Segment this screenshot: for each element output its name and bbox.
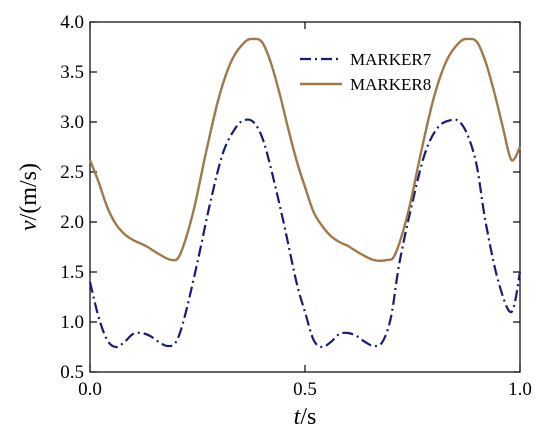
legend-label-marker7: MARKER7 — [350, 50, 432, 69]
y-tick-label: 2.5 — [60, 162, 84, 183]
y-tick-label: 4.0 — [60, 12, 84, 33]
x-axis: 0.0 0.5 1.0 — [78, 22, 532, 400]
series-line-marker8 — [88, 37, 522, 262]
y-axis-title-var: v — [16, 220, 42, 231]
series-layer — [88, 37, 522, 349]
x-tick-label: 0.0 — [78, 379, 102, 400]
y-axis-title-unit: /(m/s) — [16, 163, 42, 220]
x-axis-title: t/s — [294, 404, 317, 430]
series-line-marker7 — [88, 118, 522, 349]
legend: MARKER7 MARKER8 — [300, 50, 432, 94]
y-axis: 0.5 1.0 1.5 2.0 2.5 3.0 3.5 4.0 — [60, 12, 520, 383]
x-axis-title-unit: /s — [300, 404, 316, 430]
y-tick-label: 0.5 — [60, 362, 84, 383]
y-tick-label: 3.0 — [60, 112, 84, 133]
y-tick-label: 1.5 — [60, 262, 84, 283]
y-tick-label: 1.0 — [60, 312, 84, 333]
y-tick-label: 2.0 — [60, 212, 84, 233]
x-axis-title-var: t — [294, 404, 302, 430]
legend-label-marker8: MARKER8 — [350, 75, 431, 94]
x-tick-label: 0.5 — [293, 379, 317, 400]
x-tick-label: 1.0 — [508, 379, 532, 400]
plot-frame — [89, 21, 521, 373]
y-tick-label: 3.5 — [60, 62, 84, 83]
y-axis-title: v/(m/s) — [16, 163, 42, 231]
